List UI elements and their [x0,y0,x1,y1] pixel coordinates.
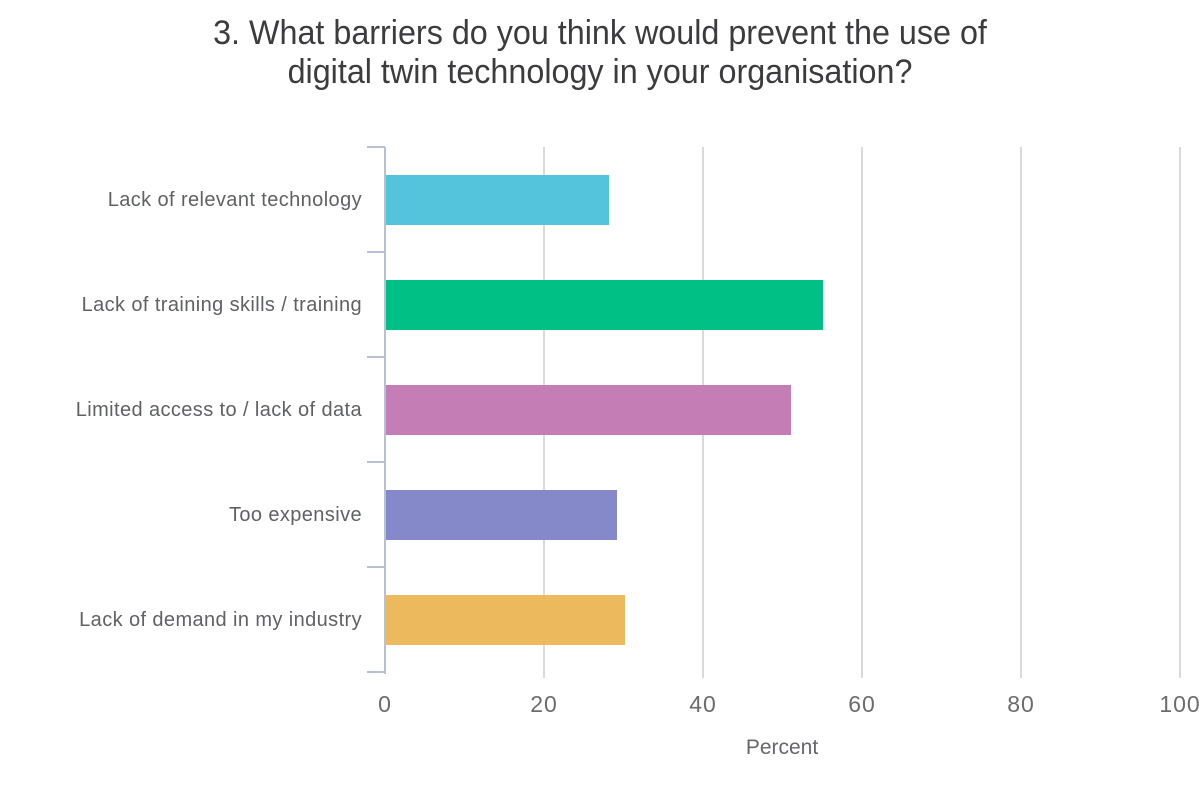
bar [386,489,617,540]
y-axis-tick [367,461,385,463]
x-tick-label: 0 [378,691,392,717]
bar [386,384,791,435]
y-axis-line [384,147,386,674]
gridline [861,147,863,678]
category-label: Too expensive [228,503,362,526]
category-label: Lack of training skills / training [81,293,362,316]
bar [386,279,823,330]
chart-title-line-2: digital twin technology in your organisa… [287,53,913,91]
y-axis-tick [367,566,385,568]
y-axis-tick [367,146,385,148]
gridline [1020,147,1022,678]
category-label: Limited access to / lack of data [75,398,362,421]
chart-title-line-1: 3. What barriers do you think would prev… [213,14,987,52]
y-axis-tick [367,356,385,358]
x-tick-label: 80 [1007,691,1035,717]
x-tick-label: 60 [848,691,876,717]
x-tick-label: 20 [530,691,558,717]
gridline [1179,147,1181,678]
bar [386,174,609,225]
x-axis-title: Percent [745,736,819,759]
category-label: Lack of relevant technology [107,188,362,211]
chart-title: 3. What barriers do you think would prev… [30,14,1170,92]
y-axis-tick [367,671,385,673]
x-tick-label: 100 [1159,691,1200,717]
y-axis-tick [367,251,385,253]
category-label: Lack of demand in my industry [79,608,362,631]
bar [386,594,625,645]
x-tick-label: 40 [689,691,717,717]
